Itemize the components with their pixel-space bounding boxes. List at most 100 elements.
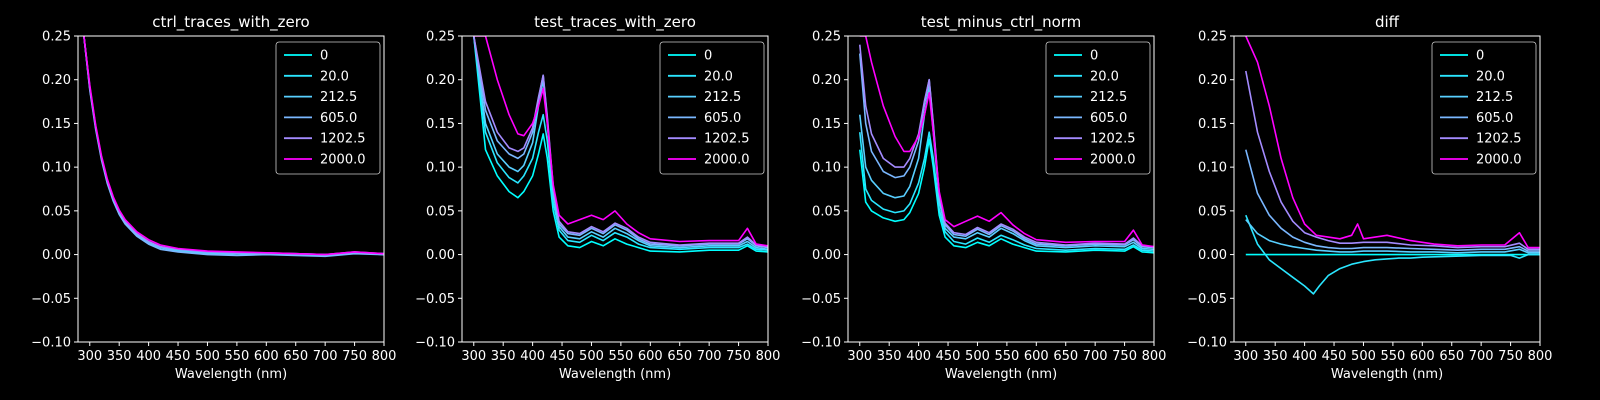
- chart-2-x-axis-label: Wavelength (nm): [945, 367, 1057, 382]
- chart-0-axes-frame: [77, 35, 385, 343]
- chart-0-y-tick-label: 0.15: [42, 117, 71, 132]
- chart-2-x-tick-label: 700: [1083, 349, 1108, 364]
- chart-2-x-tick-label: 800: [1142, 349, 1167, 364]
- chart-1-y-tick-label: 0.05: [426, 204, 455, 219]
- chart-3-x-tick-label: 550: [1380, 349, 1405, 364]
- chart-2-series-line-0: [859, 138, 1154, 254]
- chart-3-y-tick-label: −0.10: [1187, 336, 1227, 351]
- chart-1-legend-label-1: 20.0: [704, 69, 733, 84]
- chart-3-series-line-5: [1245, 36, 1540, 249]
- chart-1-series-line-2: [473, 36, 768, 251]
- chart-2-legend-label-2: 212.5: [1090, 90, 1127, 105]
- chart-0-series-line-5: [83, 36, 384, 256]
- chart-2-legend-label-4: 1202.5: [1090, 132, 1136, 147]
- chart-0-x-tick-label: 650: [283, 349, 308, 364]
- chart-1-y-tick-label: 0.20: [426, 73, 455, 88]
- chart-2-y-tick-label: 0.10: [812, 161, 841, 176]
- chart-3-y-tick-label: 0.15: [1198, 117, 1227, 132]
- chart-0-legend-label-4: 1202.5: [320, 132, 366, 147]
- chart-0-x-tick-label: 600: [254, 349, 279, 364]
- chart-0-legend-label-1: 20.0: [320, 69, 349, 84]
- chart-2-legend-label-3: 605.0: [1090, 111, 1127, 126]
- chart-2-legend-label-0: 0: [1090, 49, 1098, 64]
- chart-1-x-tick-label: 700: [697, 349, 722, 364]
- chart-2-x-tick-label: 500: [965, 349, 990, 364]
- chart-1-x-tick-label: 300: [461, 349, 486, 364]
- chart-1-legend-label-3: 605.0: [704, 111, 741, 126]
- chart-1-x-tick-label: 550: [608, 349, 633, 364]
- chart-3-x-tick-label: 750: [1498, 349, 1523, 364]
- chart-2-x-tick-label: 650: [1053, 349, 1078, 364]
- chart-0-y-tick-label: −0.05: [31, 292, 71, 307]
- chart-2-title: test_minus_ctrl_norm: [921, 13, 1082, 32]
- chart-1-x-tick-label: 750: [726, 349, 751, 364]
- chart-2-y-tick-label: 0.20: [812, 73, 841, 88]
- chart-0-y-tick-label: 0.25: [42, 30, 71, 45]
- chart-3-series-line-2: [1245, 219, 1540, 254]
- chart-1-x-tick-label: 800: [756, 349, 781, 364]
- chart-2-x-tick-label: 450: [936, 349, 961, 364]
- chart-0-x-tick-label: 450: [166, 349, 191, 364]
- chart-3-series-line-1: [1245, 214, 1540, 295]
- chart-1-x-tick-label: 600: [638, 349, 663, 364]
- chart-3-y-tick-label: 0.10: [1198, 161, 1227, 176]
- chart-0-x-tick-label: 500: [195, 349, 220, 364]
- chart-1-series-line-1: [473, 36, 768, 251]
- chart-3-x-tick-label: 500: [1351, 349, 1376, 364]
- chart-3-x-tick-label: 700: [1469, 349, 1494, 364]
- chart-3-legend-label-4: 1202.5: [1476, 132, 1522, 147]
- chart-0-x-tick-label: 300: [77, 349, 102, 364]
- chart-1-legend-label-2: 212.5: [704, 90, 741, 105]
- chart-3-x-tick-label: 350: [1263, 349, 1288, 364]
- chart-0-y-tick-label: 0.00: [42, 248, 71, 263]
- chart-1-y-tick-label: 0.00: [426, 248, 455, 263]
- chart-2-y-tick-label: −0.10: [801, 336, 841, 351]
- chart-2-x-tick-label: 300: [847, 349, 872, 364]
- chart-1-x-tick-label: 400: [520, 349, 545, 364]
- chart-3-title: diff: [1375, 13, 1400, 31]
- chart-3-x-tick-label: 600: [1410, 349, 1435, 364]
- chart-3-legend-label-1: 20.0: [1476, 69, 1505, 84]
- chart-2-y-tick-label: −0.05: [801, 292, 841, 307]
- chart-2-legend-label-1: 20.0: [1090, 69, 1119, 84]
- chart-2-series-line-5: [859, 36, 1154, 248]
- chart-0-x-axis-label: Wavelength (nm): [175, 367, 287, 382]
- chart-3-series-line-3: [1245, 149, 1540, 252]
- chart-3-y-tick-label: 0.00: [1198, 248, 1227, 263]
- chart-2-y-tick-label: 0.15: [812, 117, 841, 132]
- chart-0-x-tick-label: 750: [342, 349, 367, 364]
- chart-1-x-tick-label: 500: [579, 349, 604, 364]
- chart-2-x-tick-label: 550: [994, 349, 1019, 364]
- chart-2-x-tick-label: 750: [1112, 349, 1137, 364]
- chart-0-x-tick-label: 350: [107, 349, 132, 364]
- chart-3-axes-frame: [1233, 35, 1541, 343]
- chart-1-y-tick-label: −0.05: [415, 292, 455, 307]
- chart-1-series-line-5: [473, 36, 768, 247]
- chart-0-x-tick-label: 800: [372, 349, 397, 364]
- chart-3-y-tick-label: 0.05: [1198, 204, 1227, 219]
- chart-2-x-tick-label: 350: [877, 349, 902, 364]
- chart-0-legend-label-2: 212.5: [320, 90, 357, 105]
- chart-2-series-line-4: [859, 44, 1154, 248]
- chart-3-legend-label-5: 2000.0: [1476, 153, 1522, 168]
- chart-2-y-tick-label: 0.05: [812, 204, 841, 219]
- chart-1-x-tick-label: 650: [667, 349, 692, 364]
- chart-3-legend-label-3: 605.0: [1476, 111, 1513, 126]
- chart-1-legend-label-5: 2000.0: [704, 153, 750, 168]
- chart-3-x-tick-label: 300: [1233, 349, 1258, 364]
- chart-0-y-tick-label: 0.20: [42, 73, 71, 88]
- chart-2-series-line-2: [859, 85, 1154, 251]
- chart-1-series-line-4: [473, 36, 768, 248]
- chart-3-x-tick-label: 650: [1439, 349, 1464, 364]
- chart-0-x-tick-label: 400: [136, 349, 161, 364]
- chart-1-y-tick-label: 0.10: [426, 161, 455, 176]
- chart-1-y-tick-label: 0.15: [426, 117, 455, 132]
- chart-1-title: test_traces_with_zero: [534, 13, 696, 32]
- chart-0-legend-label-3: 605.0: [320, 111, 357, 126]
- chart-0-legend-label-5: 2000.0: [320, 153, 366, 168]
- chart-3-x-tick-label: 400: [1292, 349, 1317, 364]
- chart-3-y-tick-label: 0.25: [1198, 30, 1227, 45]
- chart-1-legend-label-0: 0: [704, 49, 712, 64]
- chart-2-axes-frame: [847, 35, 1155, 343]
